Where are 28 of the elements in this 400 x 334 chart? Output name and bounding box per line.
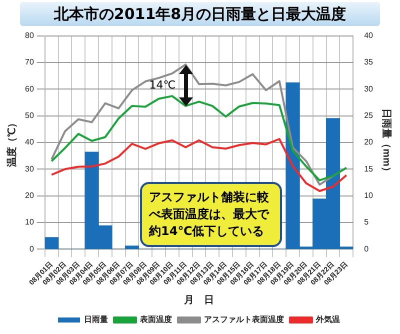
y-tick-label: 20 <box>24 191 34 200</box>
x-axis-title: 月 日 <box>183 294 214 306</box>
y-tick-label: 10 <box>24 218 34 227</box>
legend-label: 日雨量 <box>84 315 108 324</box>
annotation: 14℃ <box>149 78 176 92</box>
legend-label: 表面温度 <box>139 314 172 324</box>
y-tick-label: 0 <box>29 244 34 254</box>
y2-tick-label: 20 <box>364 138 374 147</box>
y-tick-label: 80 <box>24 31 34 40</box>
annotation: アスファルト舗装に較べ表面温度は、最大で約14℃低下している <box>140 182 282 247</box>
y2-tick-label: 35 <box>364 58 374 67</box>
legend-label: 外気温 <box>315 315 340 324</box>
y-tick-label: 60 <box>24 84 34 94</box>
y-axis-title: 温度（℃） <box>6 118 18 168</box>
chart-title: 北本市の2011年8月の日雨量と日最大温度 <box>20 2 380 26</box>
y2-axis-title: 日雨量（mm） <box>380 108 392 176</box>
y2-tick-label: 15 <box>364 164 374 174</box>
y-tick-label: 70 <box>24 58 34 67</box>
y2-tick-label: 40 <box>364 31 374 40</box>
y2-tick-label: 25 <box>364 111 374 120</box>
y2-tick-label: 0 <box>364 244 370 254</box>
y-tick-label: 30 <box>24 164 34 174</box>
y2-tick-label: 30 <box>364 84 374 94</box>
y2-tick-label: 5 <box>364 218 370 227</box>
y2-tick-label: 10 <box>364 191 374 200</box>
y-tick-label: 50 <box>24 111 34 120</box>
y-tick-label: 40 <box>24 138 34 147</box>
legend-label: アスファルト表面温度 <box>204 314 284 324</box>
